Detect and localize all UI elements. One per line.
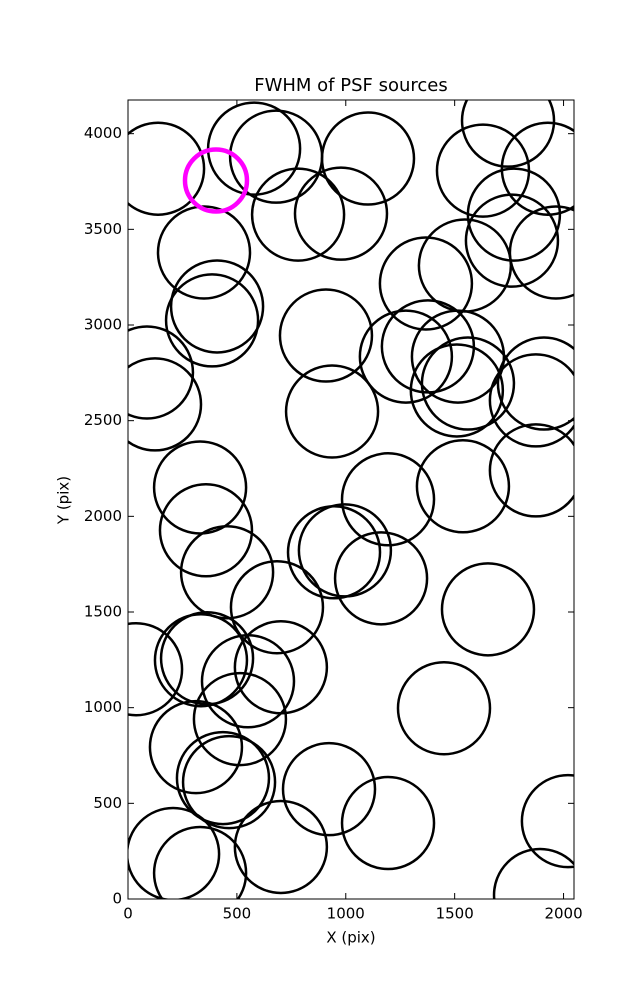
psf-source <box>500 121 574 216</box>
psf-source <box>297 503 393 598</box>
psf-source <box>233 799 329 895</box>
psf-source <box>278 288 374 383</box>
y-tick-label: 2500 <box>84 411 122 429</box>
psf-source <box>250 167 346 262</box>
psf-source <box>156 205 252 300</box>
chart-title: FWHM of PSF sources <box>254 75 448 96</box>
psf-source <box>175 730 271 826</box>
psf-source <box>464 193 560 288</box>
psf-source <box>284 364 380 459</box>
psf-source <box>169 259 265 354</box>
psf-source <box>488 423 574 518</box>
psf-source <box>520 773 574 869</box>
psf-source <box>340 452 436 547</box>
axes-frame <box>127 99 575 900</box>
psf-source <box>420 336 516 431</box>
psf-source <box>128 121 206 216</box>
psf-source <box>496 336 574 431</box>
y-tick-label: 2000 <box>84 507 122 525</box>
x-tick-label: 1000 <box>327 905 365 923</box>
psf-source <box>152 825 248 899</box>
y-tick-label: 3500 <box>84 220 122 238</box>
plot-area <box>128 100 574 899</box>
x-tick-label: 1500 <box>436 905 474 923</box>
psf-source <box>128 325 195 420</box>
psf-source <box>488 353 574 448</box>
y-tick-label: 3000 <box>84 316 122 334</box>
psf-source <box>179 524 275 620</box>
y-tick-label: 1500 <box>84 603 122 621</box>
psf-source <box>378 236 474 331</box>
y-tick-label: 0 <box>112 890 122 908</box>
x-tick-label: 500 <box>223 905 252 923</box>
psf-source <box>192 671 288 767</box>
y-tick-label: 1000 <box>84 698 122 716</box>
psf-source <box>293 166 389 261</box>
psf-source <box>409 343 505 438</box>
y-axis-label: Y (pix) <box>55 476 73 525</box>
psf-source <box>396 660 492 756</box>
psf-source <box>148 699 244 795</box>
psf-source <box>128 621 184 717</box>
psf-source <box>128 806 221 899</box>
psf-source <box>182 147 250 214</box>
psf-source <box>320 111 416 206</box>
psf-source <box>281 741 377 837</box>
psf-source <box>340 775 436 871</box>
psf-source <box>153 612 249 708</box>
y-tick-label: 4000 <box>84 124 122 142</box>
psf-source <box>508 205 574 300</box>
psf-source <box>181 734 277 830</box>
psf-source <box>128 357 203 452</box>
psf-source <box>358 309 454 404</box>
psf-source <box>229 559 325 655</box>
psf-source <box>333 531 429 626</box>
y-tick-label: 500 <box>93 794 122 812</box>
x-axis-label: X (pix) <box>326 929 375 947</box>
psf-source <box>164 273 260 368</box>
psf-source <box>158 483 254 578</box>
psf-source <box>415 439 511 534</box>
psf-source <box>466 167 562 262</box>
psf-source <box>440 562 536 657</box>
psf-source <box>460 100 556 168</box>
psf-source <box>200 634 296 729</box>
psf-source <box>492 847 574 899</box>
x-tick-label: 2000 <box>544 905 582 923</box>
x-tick-label: 0 <box>123 905 133 923</box>
